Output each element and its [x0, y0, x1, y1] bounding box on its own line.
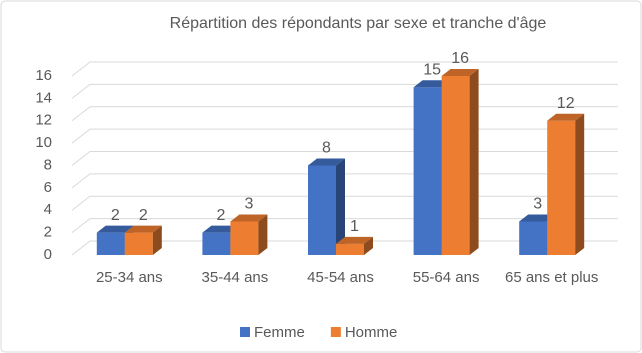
bar-top [124, 225, 162, 233]
bar-side [469, 69, 479, 255]
data-label: 3 [533, 196, 542, 213]
bar-front [230, 221, 259, 255]
bar-front [547, 120, 576, 255]
legend-label: Femme [254, 324, 305, 341]
grid-line [71, 61, 618, 77]
y-tick-label: 4 [44, 201, 52, 218]
data-label: 3 [244, 196, 253, 213]
bar [308, 158, 345, 255]
x-tick-label: 25-34 ans [95, 269, 163, 286]
bar-top [230, 214, 268, 222]
bar-side [364, 236, 373, 255]
data-label: 16 [451, 50, 469, 67]
bar-top [308, 158, 345, 166]
y-tick-label: 14 [35, 89, 52, 106]
bar-front [336, 243, 364, 255]
data-label: 1 [350, 218, 359, 235]
bar-top [441, 69, 479, 76]
bar [336, 236, 373, 255]
data-label: 2 [111, 207, 120, 224]
y-tick-label: 0 [44, 246, 52, 263]
legend-swatch [240, 327, 250, 337]
y-tick-label: 12 [35, 112, 52, 129]
bar-front [441, 76, 470, 255]
bar [124, 225, 162, 255]
bar-side [575, 113, 585, 255]
bar-front [308, 165, 336, 255]
y-tick-label: 2 [44, 224, 52, 241]
legend-label: Homme [345, 324, 398, 341]
bar-front [413, 87, 442, 255]
legend-swatch [330, 327, 341, 337]
bar [230, 214, 268, 255]
bar-top [96, 225, 134, 233]
data-label: 2 [139, 207, 148, 224]
data-label: 12 [557, 95, 575, 112]
bar-front [124, 232, 153, 255]
x-tick-label: 65 ans et plus [504, 269, 599, 286]
y-tick-label: 10 [35, 134, 52, 151]
chart-title: Répartition des répondants par sexe et t… [170, 15, 547, 32]
bar-top [519, 214, 557, 222]
bar-front [96, 232, 125, 255]
bar-side [336, 158, 345, 255]
data-label: 2 [216, 207, 225, 224]
bar-front [202, 232, 231, 255]
bar-top [336, 236, 373, 244]
data-label: 15 [423, 61, 441, 78]
bar-side [258, 214, 268, 255]
bar-top [547, 113, 585, 121]
bar-top [413, 80, 451, 88]
y-tick-label: 6 [44, 179, 52, 196]
bar-front [519, 221, 548, 255]
x-tick-label: 45-54 ans [307, 269, 374, 286]
data-label: 8 [322, 140, 331, 157]
bar-side [152, 225, 162, 255]
x-tick-label: 35-44 ans [201, 269, 269, 286]
y-tick-label: 16 [35, 67, 52, 84]
x-tick-label: 55-64 ans [412, 269, 480, 286]
bar [441, 69, 479, 255]
bar-top [202, 225, 240, 233]
bar [547, 113, 585, 255]
y-tick-label: 8 [44, 156, 52, 173]
